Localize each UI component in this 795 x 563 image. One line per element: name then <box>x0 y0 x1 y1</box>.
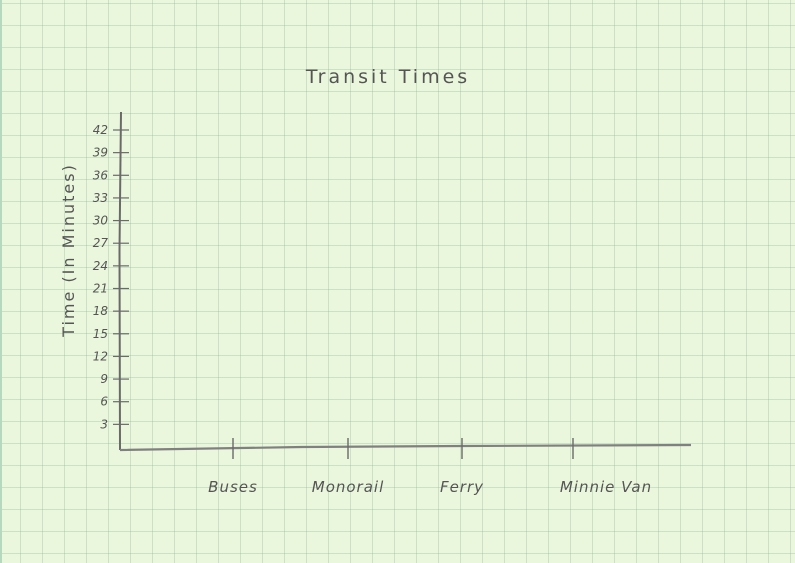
y-tick-label: 39 <box>93 146 108 160</box>
x-tick-label: Monorail <box>312 478 385 496</box>
y-tick-label: 30 <box>93 214 109 228</box>
y-tick-label: 15 <box>93 327 108 341</box>
x-ticks: Buses Monorail Ferry Minnie Van <box>208 438 652 496</box>
axes <box>118 111 692 452</box>
x-tick-label: Ferry <box>440 478 484 496</box>
y-tick-label: 6 <box>100 395 108 409</box>
y-tick-label: 12 <box>93 349 108 363</box>
chart-title: Transit Times <box>305 66 470 88</box>
y-tick-label: 18 <box>93 304 109 318</box>
y-tick-label: 42 <box>93 123 108 137</box>
x-axis-line <box>119 443 692 452</box>
y-tick-label: 27 <box>93 236 109 250</box>
y-tick-label: 24 <box>93 259 108 273</box>
y-tick-label: 36 <box>93 168 109 182</box>
y-axis-line <box>118 111 122 451</box>
y-tick-label: 21 <box>93 282 108 296</box>
y-axis-label: Time (In Minutes) <box>59 163 78 338</box>
x-tick-label: Minnie Van <box>560 478 652 496</box>
y-tick-label: 9 <box>100 372 108 386</box>
x-tick-label: Buses <box>208 478 258 496</box>
y-tick-label: 3 <box>100 417 108 431</box>
y-tick-label: 33 <box>93 191 108 205</box>
